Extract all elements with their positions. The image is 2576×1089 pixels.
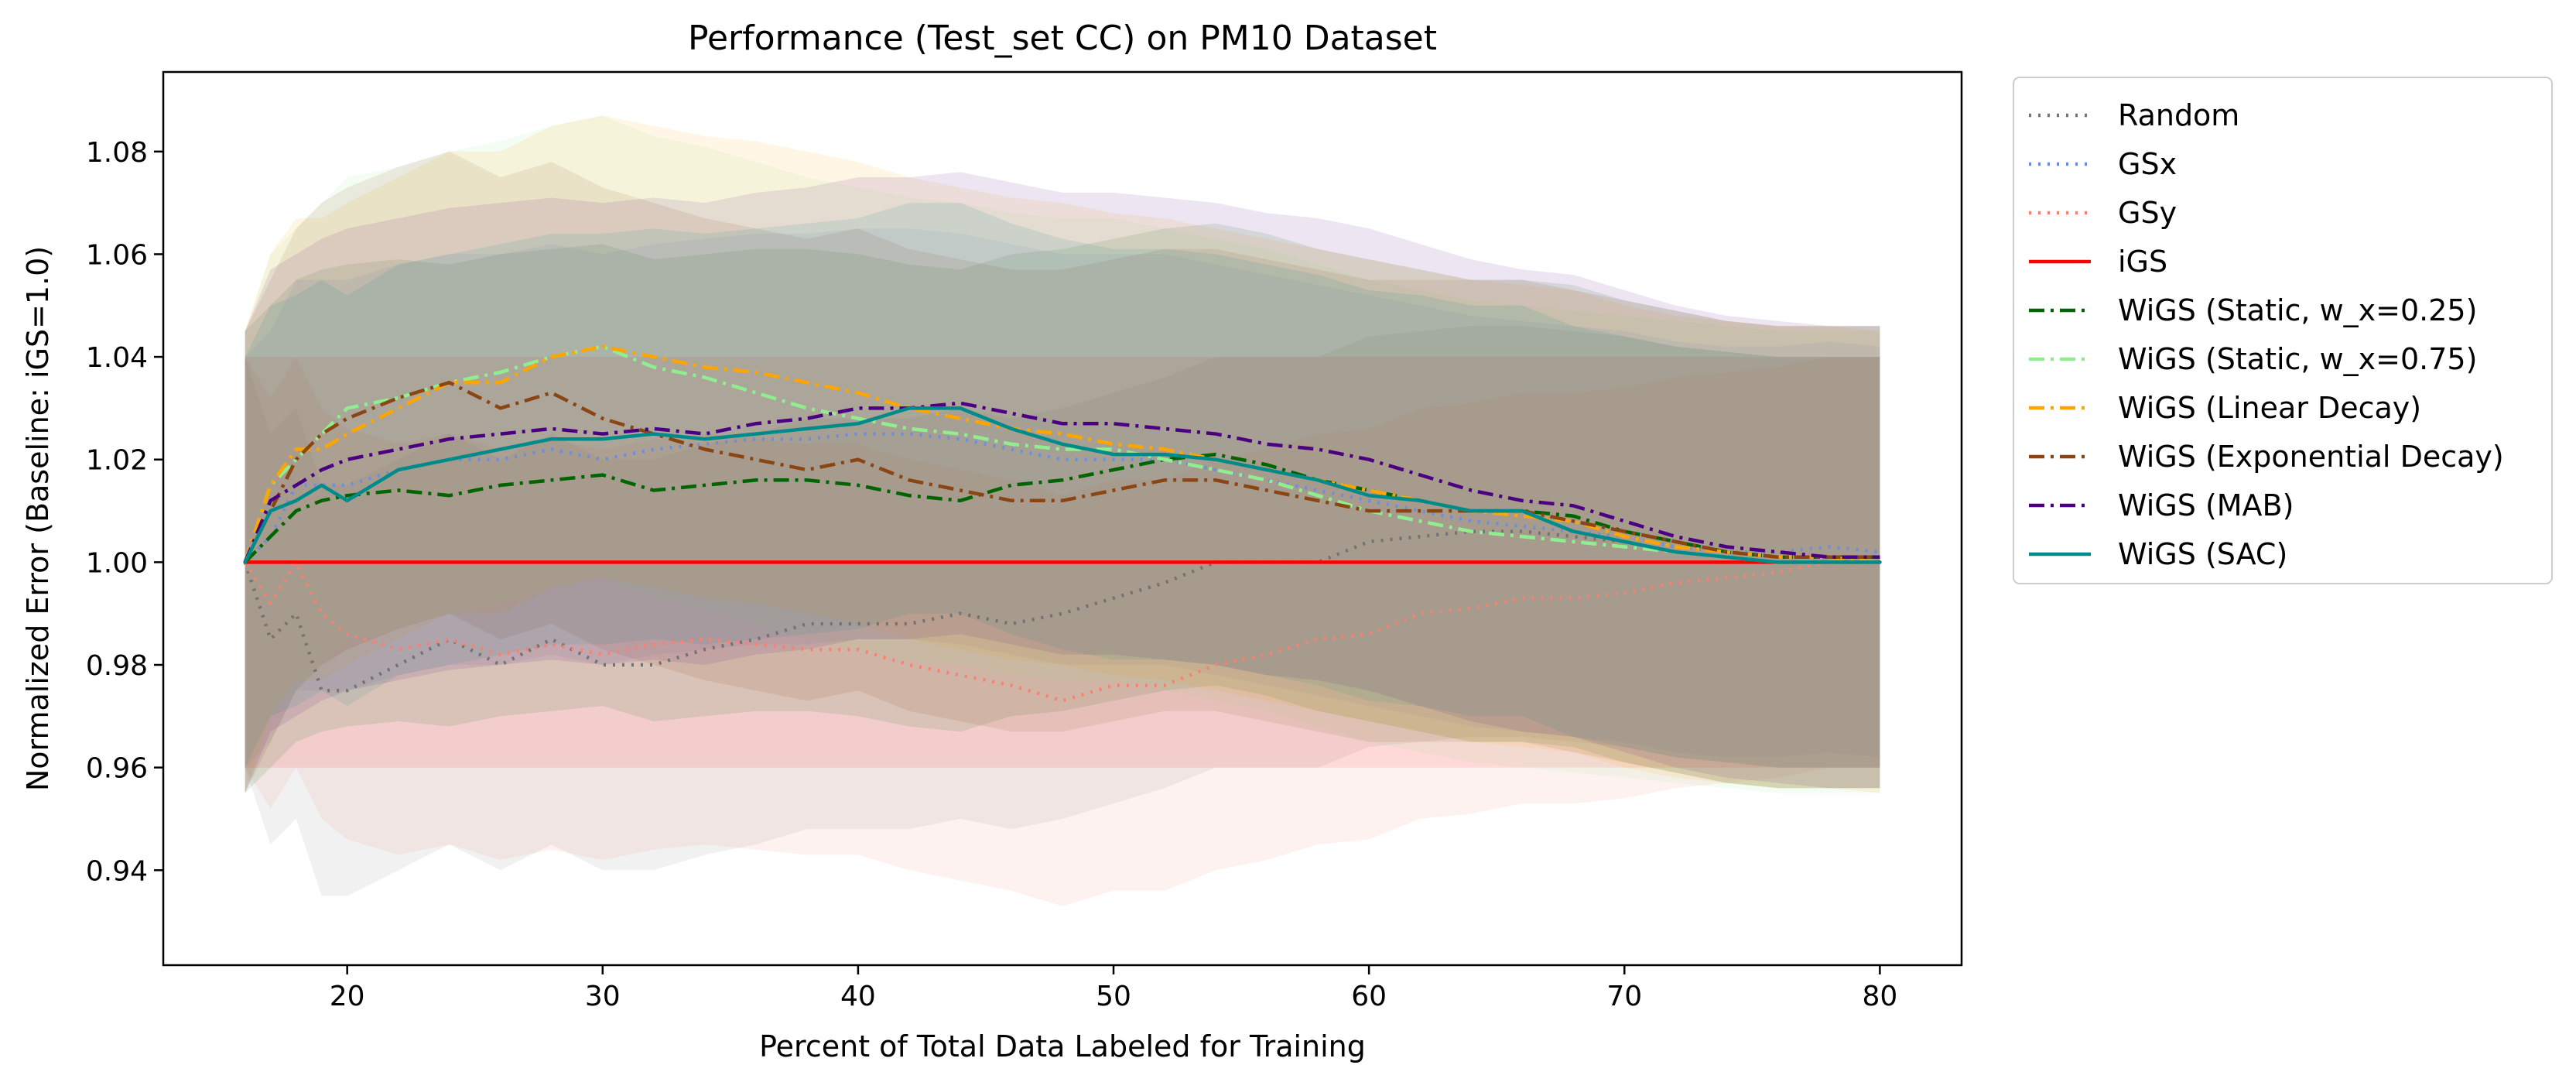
series-line-8: [243, 401, 1880, 563]
x-tick-label: 50: [1096, 981, 1131, 1012]
series-line-7: [243, 380, 1880, 563]
series-line-2: [243, 560, 1880, 703]
legend-label-3: iGS: [2118, 245, 2167, 279]
y-tick-label: 1.00: [86, 547, 148, 579]
x-tick-label: 20: [330, 981, 365, 1012]
legend-label-2: GSy: [2118, 196, 2177, 230]
y-tick-label: 0.96: [86, 753, 148, 785]
band-8: [245, 172, 1880, 793]
band-9: [245, 203, 1880, 768]
legend-label-1: GSx: [2118, 147, 2177, 181]
x-tick-label: 80: [1862, 981, 1897, 1012]
y-axis-label: Normalized Error (Baseline: iGS=1.0): [21, 246, 55, 791]
x-tick-label: 40: [840, 981, 876, 1012]
series-line-5: [243, 344, 1880, 564]
chart-title: Performance (Test_set CC) on PM10 Datase…: [688, 19, 1437, 58]
band-5: [245, 115, 1880, 793]
legend-label-7: WiGS (Exponential Decay): [2118, 440, 2504, 474]
x-tick-label: 70: [1606, 981, 1642, 1012]
y-tick-label: 1.08: [86, 137, 148, 169]
x-axis-label: Percent of Total Data Labeled for Traini…: [759, 1029, 1366, 1063]
y-tick-label: 0.94: [86, 855, 148, 887]
plot-frame: [162, 70, 1963, 967]
legend: Random GSx GSy iGS WiGS (Static, w_x=0.25) Wi…: [2013, 77, 2553, 584]
legend-frame: [2013, 77, 2553, 584]
y-tick-label: 0.98: [86, 650, 148, 682]
y-axis-ticks: 0.94 0.96 0.98 1.00 1.02 1.04 1.06 1.08: [86, 137, 163, 887]
x-tick-label: 60: [1351, 981, 1387, 1012]
band-1: [245, 228, 1880, 768]
band-6: [245, 115, 1880, 793]
band-2: [245, 357, 1880, 906]
confidence-bands: [245, 115, 1880, 906]
legend-label-9: WiGS (SAC): [2118, 537, 2287, 571]
x-axis-ticks: 20 30 40 50 60 70 80: [330, 965, 1897, 1012]
y-tick-label: 1.04: [86, 342, 148, 374]
legend-label-8: WiGS (MAB): [2118, 488, 2294, 522]
legend-label-5: WiGS (Static, w_x=0.75): [2118, 342, 2477, 376]
y-tick-label: 1.02: [86, 445, 148, 477]
legend-label-6: WiGS (Linear Decay): [2118, 391, 2421, 425]
y-tick-label: 1.06: [86, 239, 148, 271]
band-0: [245, 326, 1880, 896]
legend-label-4: WiGS (Static, w_x=0.25): [2118, 293, 2477, 327]
x-tick-label: 30: [585, 981, 621, 1012]
legend-label-0: Random: [2118, 98, 2239, 132]
band-7: [245, 151, 1880, 793]
series-lines: [243, 344, 1882, 703]
series-line-9: [243, 406, 1882, 564]
